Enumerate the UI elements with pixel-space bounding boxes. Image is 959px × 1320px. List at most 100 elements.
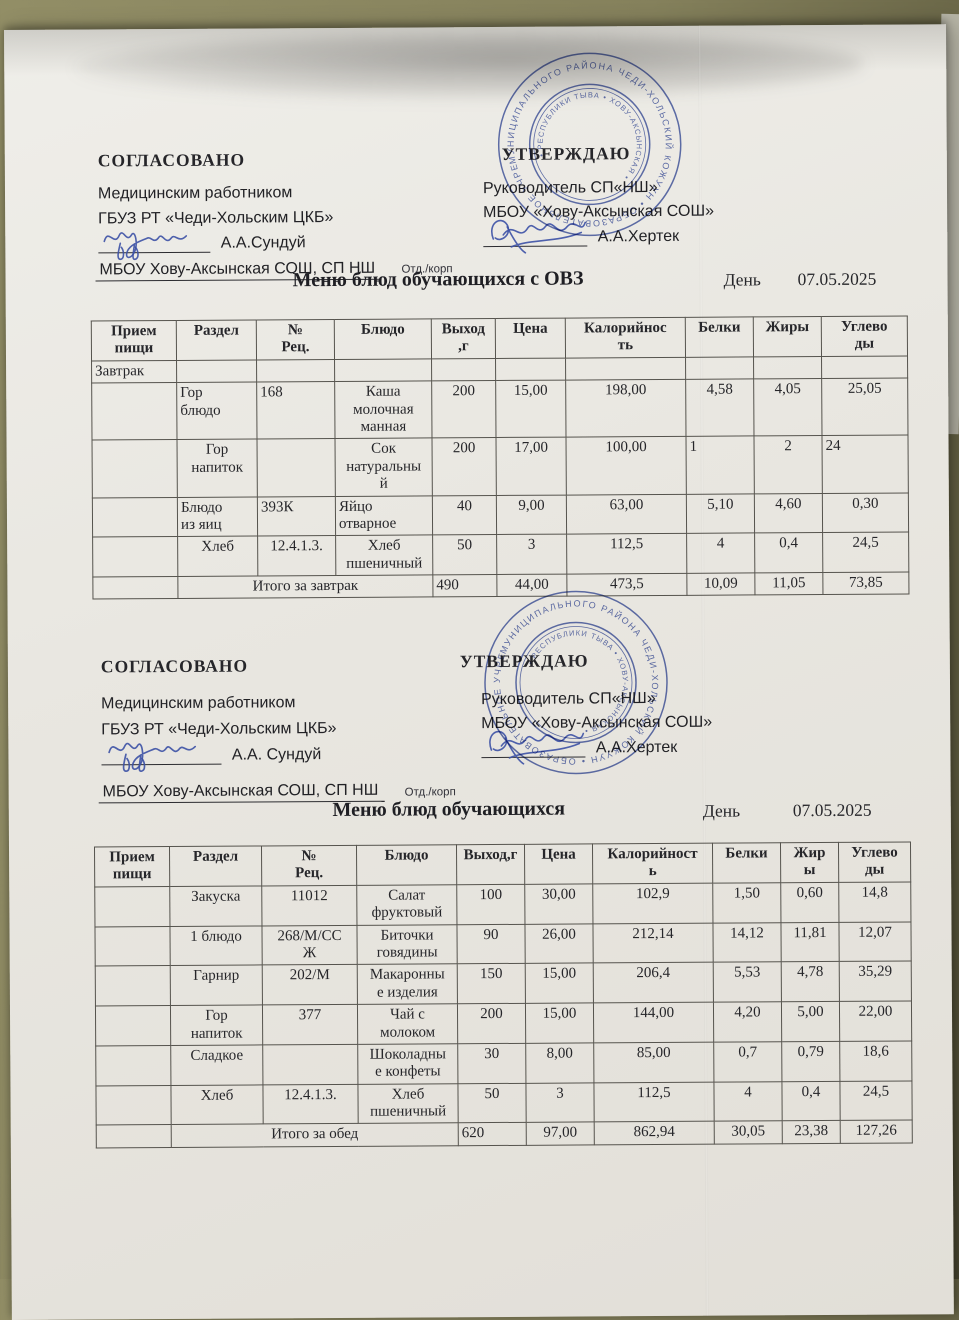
table-cell: 202/М — [262, 964, 358, 1006]
table-cell — [257, 438, 336, 497]
table-row: Прием пищи Раздел № Рец. Блюдо Выход ,г Цена К… — [91, 315, 908, 361]
menu-table-ovz: Прием пищи Раздел № Рец. Блюдо Выход ,г Цена К… — [91, 315, 910, 600]
approved-signature-row-1: А.А.Хертек — [483, 219, 679, 254]
table-cell: 17,00 — [496, 437, 567, 496]
table-cell: 200 — [431, 380, 497, 439]
table-cell: № Рец. — [261, 845, 357, 886]
table-cell: 102,9 — [592, 882, 713, 924]
table-cell: 0,79 — [781, 1041, 840, 1082]
table-cell: Выход,г — [456, 844, 525, 885]
table-cell: 150 — [457, 963, 526, 1004]
dept-label-2: Отд./корп — [404, 786, 456, 799]
table-cell: 5,53 — [713, 962, 782, 1003]
table-cell: 50 — [457, 1083, 527, 1124]
table-cell: Гор блюдо — [176, 382, 258, 440]
table-cell: 1 блюдо — [169, 925, 263, 966]
table-cell: 12,07 — [838, 921, 912, 962]
table-cell: 100,00 — [565, 436, 687, 495]
table-cell: 90 — [456, 923, 526, 965]
table-cell — [92, 576, 178, 600]
table-cell: 30,05 — [714, 1121, 783, 1145]
table-row: Сладкое Шоколадны е конфеты 30 8,00 85,00 0,7… — [95, 1040, 912, 1086]
table-cell: 9,00 — [496, 494, 567, 535]
table-cell — [176, 359, 257, 383]
table-cell — [334, 358, 432, 382]
table-cell: 212,14 — [592, 922, 714, 964]
table-cell: Углево ды — [821, 315, 908, 357]
table-cell: Белки — [712, 842, 781, 883]
table-cell: 23,38 — [782, 1120, 841, 1144]
table-row: 1 блюдо 268/М/СС Ж Биточки говядины 90 26,00… — [94, 921, 912, 967]
table-cell: Сладкое — [170, 1044, 263, 1086]
table-cell — [94, 926, 171, 967]
table-cell: 11012 — [261, 885, 357, 926]
table-cell: Раздел — [176, 319, 257, 361]
table-cell: 50 — [432, 534, 497, 575]
table-cell: Хлеб — [170, 1084, 264, 1125]
table-cell: Хлеб пшеничный — [335, 535, 433, 576]
table-cell: Выход ,г — [431, 318, 496, 359]
table-cell: Итого за обед — [171, 1123, 459, 1148]
table-cell: 15,00 — [495, 380, 566, 438]
table-cell: Шоколадны е конфеты — [357, 1043, 458, 1085]
menu-table-main: Прием пищи Раздел № Рец. Блюдо Выход,г Цена Ка… — [94, 841, 913, 1148]
table-cell: 11,81 — [780, 921, 840, 963]
table-cell: 2 — [753, 435, 823, 494]
table-cell: 4,58 — [685, 379, 754, 437]
table-cell: Закуска — [169, 885, 262, 927]
day-label-1: День — [723, 269, 761, 290]
table-cell: 35,29 — [839, 961, 912, 1002]
table-row: Итого за обед 620 97,00 862,94 30,05 23,38 127… — [96, 1120, 913, 1148]
table-cell: 4,20 — [713, 1001, 782, 1043]
table-cell: 1 — [685, 436, 755, 494]
table-cell: Жир ы — [780, 842, 839, 883]
table-cell: 26,00 — [524, 923, 594, 964]
table-cell: 25,05 — [821, 378, 908, 436]
table-cell: 0,4 — [781, 1081, 841, 1122]
table-cell: 4 — [713, 1081, 783, 1122]
agreed-line-1: Медицинским работником — [97, 184, 293, 203]
table-cell: 0,4 — [754, 532, 823, 574]
table-cell: Жиры — [753, 316, 822, 357]
table-cell: Чай с молоком — [357, 1003, 458, 1045]
table-cell: Гор напиток — [170, 1005, 263, 1046]
table-cell: 22,00 — [839, 1001, 912, 1042]
table-cell: 11,05 — [754, 572, 823, 596]
photo-of-document: { "stamp": { "ring_text": "МУНИЦИПАЛЬНОГ… — [0, 0, 959, 1279]
table-cell — [753, 356, 822, 380]
table-cell: 168 — [256, 381, 336, 440]
table-cell: Макаронны е изделия — [357, 964, 458, 1005]
agreed-heading-1: СОГЛАСОВАНО — [97, 149, 246, 171]
table-cell: 127,26 — [840, 1120, 913, 1144]
signature-line — [98, 231, 211, 261]
table-cell: 268/М/СС Ж — [261, 924, 358, 966]
agreed-signature-row-2: А.А. Сундуй — [101, 742, 321, 773]
table-cell: Углево ды — [838, 841, 911, 883]
table-cell: Хлеб — [177, 536, 258, 577]
agreed-heading-2: СОГЛАСОВАНО — [100, 655, 249, 677]
table-cell: 0,7 — [713, 1041, 782, 1082]
table-cell: Салат фруктовый — [356, 884, 457, 925]
stamp-inner-text: • РЕСПУБЛИКИ ТЫВА • ХОВУ-АКСЫНСКАЯ • — [509, 612, 646, 745]
table-cell — [495, 357, 566, 381]
table-cell: 24,5 — [839, 1080, 913, 1121]
table-cell: 4,78 — [781, 961, 840, 1002]
table-cell: 100 — [456, 884, 525, 925]
table-cell: Гарнир — [170, 965, 263, 1006]
agreed-signer-name-1: А.А.Сундуй — [220, 234, 306, 252]
table-row: Гор блюдо 168 Каша молочная манная 200 15,00… — [91, 378, 908, 441]
sundui-signature — [108, 742, 197, 773]
table-cell: 12.4.1.3. — [257, 535, 336, 577]
table-row: Гор напиток Сок натуральны й 200 17,00 100,0… — [92, 435, 909, 498]
table-cell — [95, 1085, 172, 1126]
table-cell: 97,00 — [526, 1122, 595, 1146]
table-cell — [821, 355, 908, 379]
date-1: 07.05.2025 — [797, 268, 877, 290]
table-cell: Цена — [524, 843, 593, 885]
table-cell: Калорийнос ть — [565, 317, 686, 358]
table-cell: 15,00 — [525, 1003, 594, 1044]
table-cell: 40 — [432, 495, 497, 536]
table-cell: 377 — [262, 1004, 358, 1045]
table-row: Гарнир 202/М Макаронны е изделия 150 15,00 20… — [95, 961, 912, 1007]
table-cell — [95, 1005, 171, 1046]
